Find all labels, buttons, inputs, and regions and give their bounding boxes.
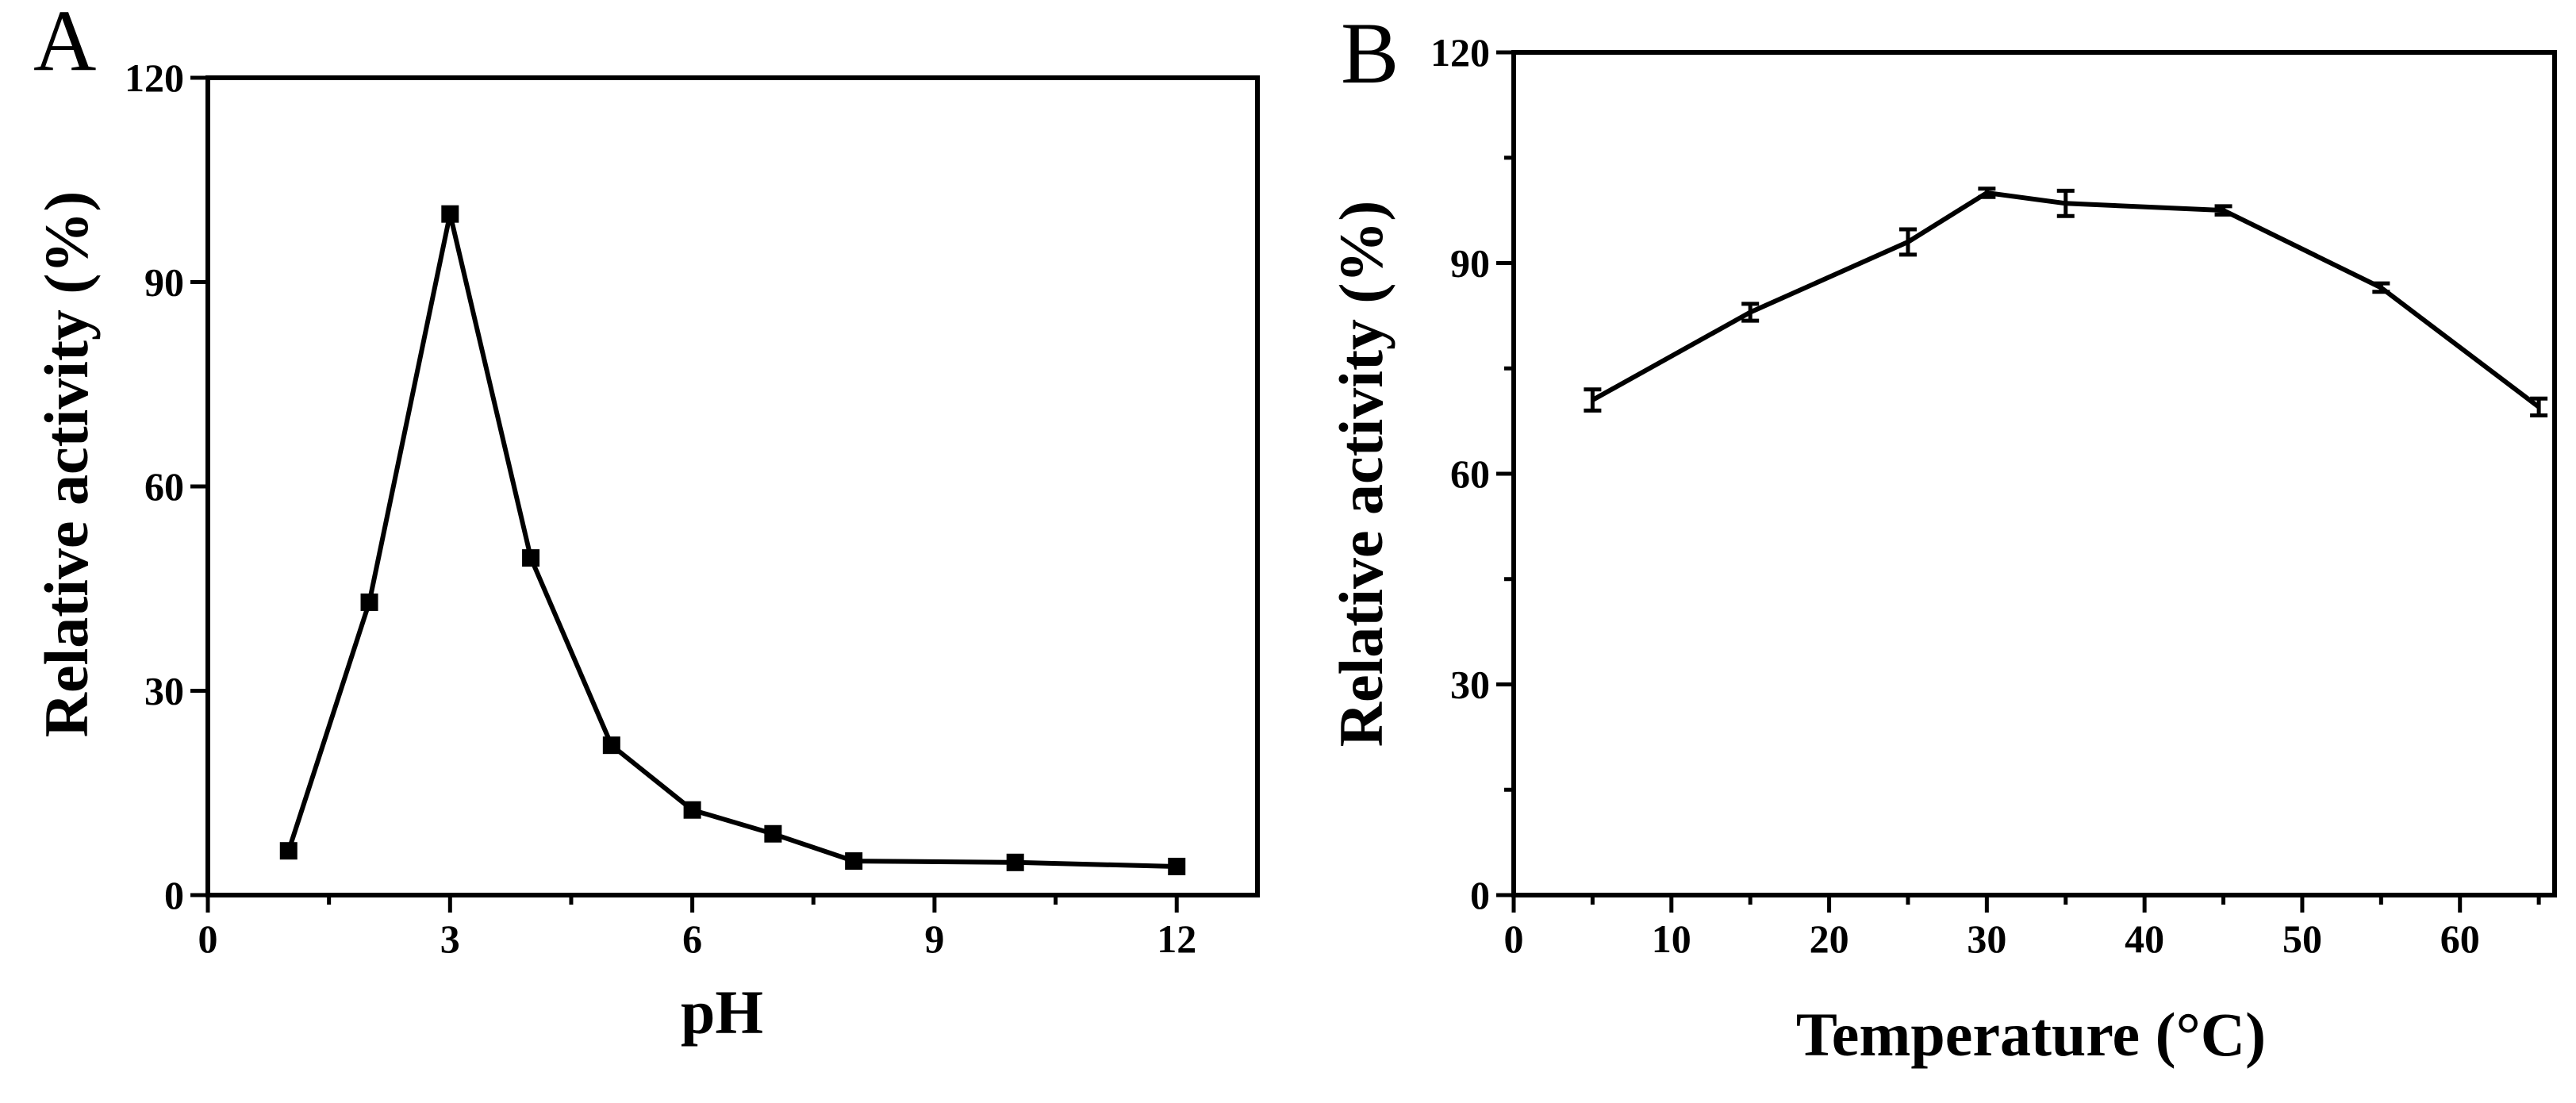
x-tick-label: 20 — [1810, 917, 1849, 961]
data-point — [845, 852, 863, 870]
x-axis-label-b: Temperature (°C) — [1796, 1000, 2266, 1069]
x-tick-label: 60 — [2440, 917, 2480, 961]
y-axis-label-a: Relative activity (%) — [32, 191, 101, 738]
series-line-b — [1591, 190, 2540, 409]
error-bar — [1978, 186, 1996, 199]
panel-letter-b: B — [1341, 5, 1399, 102]
markers-a — [279, 205, 1186, 875]
data-point — [1168, 857, 1186, 875]
y-tick-label: 0 — [1470, 873, 1490, 917]
error-bar — [2530, 396, 2548, 418]
data-point — [441, 205, 459, 223]
x-tick-label: 9 — [924, 917, 944, 961]
y-tick-label: 60 — [144, 464, 184, 509]
y-tick-label: 60 — [1450, 452, 1490, 496]
error-bar — [2214, 204, 2232, 217]
y-tick-label: 0 — [164, 873, 184, 917]
chart-panel-b: B 0 10 20 30 40 50 60 0 30 60 90 120 Temperature (°… — [1326, 5, 2557, 1069]
y-tick-label: 30 — [1450, 663, 1490, 707]
error-bar — [1898, 227, 1917, 257]
x-tick-label: 3 — [440, 917, 460, 961]
data-point — [683, 801, 701, 819]
x-tick-label: 40 — [2125, 917, 2164, 961]
data-point — [360, 593, 378, 611]
error-bars-b — [1584, 186, 2548, 418]
data-point — [1006, 853, 1024, 871]
error-bar — [2056, 188, 2075, 218]
y-tick-label: 90 — [1450, 241, 1490, 286]
error-bar — [1584, 387, 1602, 413]
axis-ticks-b — [1496, 50, 2541, 913]
x-tick-label: 10 — [1652, 917, 1691, 961]
error-bar — [1741, 302, 1760, 323]
tick-labels-b: 0 10 20 30 40 50 60 0 30 60 90 120 — [1430, 30, 2480, 961]
y-tick-label: 90 — [144, 260, 184, 305]
error-bar — [2372, 281, 2390, 294]
y-tick-label: 120 — [125, 56, 184, 100]
data-point — [279, 842, 298, 860]
y-axis-label-b: Relative activity (%) — [1326, 201, 1395, 748]
plot-frame-b — [1511, 50, 2557, 897]
panel-letter-a: A — [33, 0, 96, 89]
x-tick-label: 30 — [1967, 917, 2006, 961]
data-point — [522, 549, 540, 567]
data-point — [602, 736, 620, 755]
x-tick-label: 12 — [1157, 917, 1196, 961]
x-tick-label: 0 — [1504, 917, 1524, 961]
data-point — [764, 824, 782, 843]
axis-ticks-a — [190, 75, 1179, 913]
y-tick-label: 120 — [1430, 30, 1490, 75]
x-axis-label-a: pH — [681, 978, 763, 1047]
x-tick-label: 6 — [682, 917, 702, 961]
x-tick-label: 50 — [2282, 917, 2322, 961]
plot-frame-a — [205, 75, 1260, 897]
x-tick-label: 0 — [198, 917, 218, 961]
series-line-a — [286, 211, 1177, 869]
y-tick-label: 30 — [144, 669, 184, 713]
